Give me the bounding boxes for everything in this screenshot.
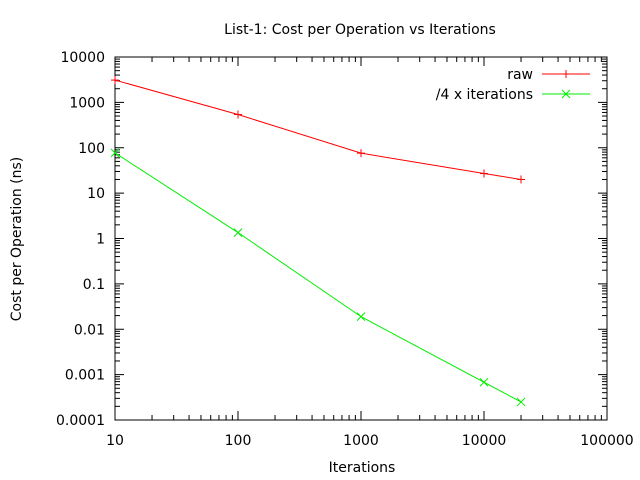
axis-ticks: 10 100 1000 10000 100000 0.0001 0.001 0.01 0.1 1 1… xyxy=(56,50,634,449)
chart-title: List-1: Cost per Operation vs Iterations xyxy=(224,22,496,38)
data-point xyxy=(480,169,488,178)
y-tick-label: 100 xyxy=(78,141,105,157)
plot-border xyxy=(114,56,608,421)
legend-label: /4 x iterations xyxy=(436,87,533,103)
data-point xyxy=(234,110,242,119)
x-tick-label: 1000 xyxy=(343,433,379,449)
legend-label: raw xyxy=(507,67,533,83)
y-tick-label: 0.1 xyxy=(83,277,105,293)
series-layer xyxy=(110,76,526,407)
series-line xyxy=(114,152,522,403)
y-tick-label: 0.001 xyxy=(65,368,105,384)
x-tick-label: 100 xyxy=(225,433,252,449)
legend: raw/4 x iterations xyxy=(436,67,590,103)
y-axis-label: Cost per Operation (ns) xyxy=(9,157,25,322)
data-point xyxy=(356,312,366,321)
x-tick-label: 100000 xyxy=(580,433,633,449)
data-point xyxy=(479,377,489,387)
legend-marker xyxy=(562,70,570,78)
y-tick-label: 10 xyxy=(87,186,105,202)
y-tick-label: 1 xyxy=(96,232,105,248)
data-point xyxy=(516,397,526,407)
y-tick-label: 0.01 xyxy=(74,322,105,338)
y-tick-label: 0.0001 xyxy=(56,413,105,429)
data-point xyxy=(357,149,365,158)
x-tick-label: 10 xyxy=(106,433,124,449)
x-axis-label: Iterations xyxy=(329,460,396,476)
data-point xyxy=(517,175,526,184)
x-tick-label: 10000 xyxy=(462,433,507,449)
y-tick-label: 1000 xyxy=(69,95,105,111)
series-raw xyxy=(111,76,526,184)
data-point xyxy=(233,228,243,237)
y-tick-label: 10000 xyxy=(60,50,105,66)
plot-frame xyxy=(114,56,608,421)
legend-marker xyxy=(561,89,571,99)
data-point xyxy=(110,148,120,158)
series-scaled xyxy=(110,148,526,407)
data-point xyxy=(111,76,119,85)
